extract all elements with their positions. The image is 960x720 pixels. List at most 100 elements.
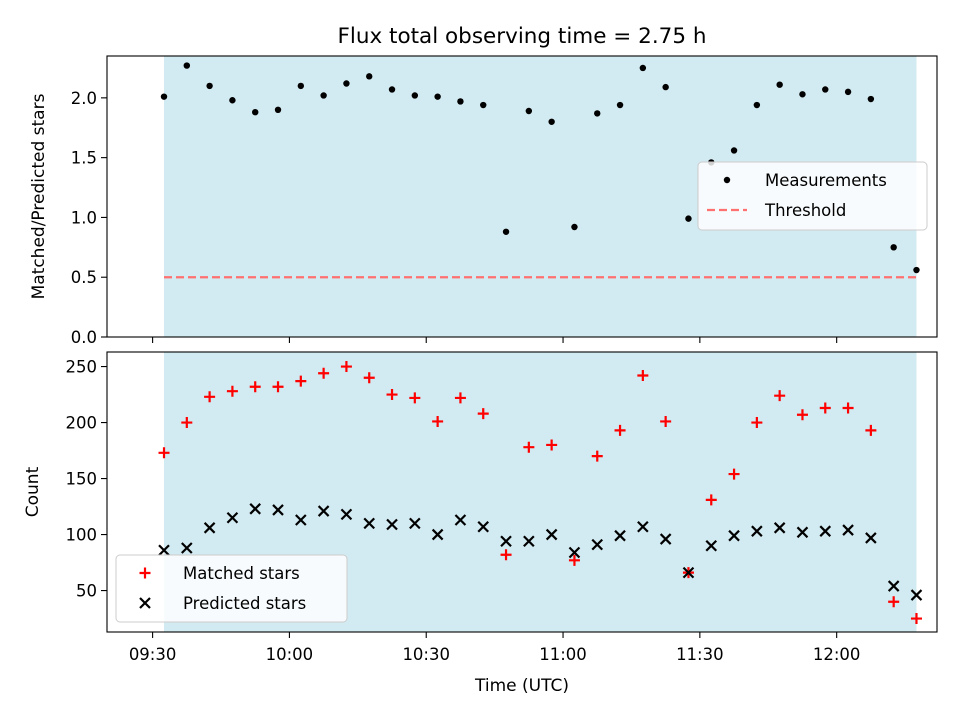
predicted-star-point	[614, 529, 626, 542]
legend-threshold-label: Threshold	[764, 201, 846, 220]
matched-star-point	[637, 370, 649, 382]
measurement-point	[913, 266, 920, 274]
y-tick-label: 100	[66, 526, 98, 545]
measurement-point	[753, 101, 761, 109]
matched-star-point	[591, 450, 603, 462]
predicted-star-point	[887, 580, 900, 592]
matched-star-point	[842, 402, 854, 414]
matched-star-point	[888, 596, 900, 608]
predicted-star-point	[910, 589, 923, 601]
matched-star-point	[614, 424, 626, 436]
predicted-star-point	[751, 525, 763, 537]
measurement-point	[206, 82, 213, 90]
x-tick-label: 11:30	[676, 645, 724, 664]
measurement-point	[160, 93, 168, 100]
legend-box	[697, 161, 928, 231]
matched-star-point	[386, 389, 398, 401]
measurement-point	[730, 147, 738, 154]
predicted-star-point	[523, 535, 535, 548]
matched-star-point	[728, 468, 740, 480]
x-tick-label: 10:00	[266, 645, 314, 664]
measurement-point	[457, 98, 464, 105]
legend-matched-marker	[139, 567, 151, 579]
matched-star-point	[295, 375, 307, 387]
predicted-star-point	[796, 526, 809, 539]
x-tick-label: 09:30	[129, 645, 177, 664]
bottom-panel: 50 100 150 200 250 09:30 10:00 10:30 11:00 11:30 1…	[23, 351, 938, 664]
predicted-star-point	[477, 520, 490, 533]
matched-star-point	[158, 447, 170, 459]
measurement-point	[229, 97, 236, 104]
matched-star-point	[751, 417, 763, 429]
predicted-star-point	[158, 544, 170, 557]
y-tick-label: 1.0	[71, 208, 97, 227]
measurement-point	[252, 109, 259, 116]
y-axis-label: Matched/Predicted stars	[29, 93, 49, 299]
measurement-point	[639, 64, 647, 72]
measurement-point	[867, 95, 875, 103]
x-tick-label: 11:00	[539, 645, 587, 664]
predicted-star-point	[728, 529, 740, 542]
predicted-star-point	[568, 546, 581, 559]
legend-measurements-label: Measurements	[765, 171, 887, 190]
y-tick-label: 200	[66, 414, 98, 433]
plot-frame	[106, 351, 938, 633]
x-tick-label: 12:00	[813, 645, 861, 664]
legend-predicted-label: Predicted stars	[183, 594, 306, 613]
legend-predicted-marker	[139, 597, 151, 609]
measurement-point	[525, 107, 533, 115]
measurement-point	[844, 88, 852, 96]
matched-star-point	[500, 549, 512, 561]
predicted-star-point	[386, 518, 398, 531]
matched-star-point	[910, 613, 922, 625]
predicted-star-point	[500, 535, 512, 548]
measurement-point	[594, 110, 601, 117]
matched-star-point	[181, 417, 193, 429]
y-tick-label: 150	[66, 470, 98, 489]
matched-star-point	[409, 392, 421, 404]
measurement-point	[502, 228, 510, 235]
measurement-point	[662, 83, 669, 91]
matched-star-point	[340, 361, 352, 373]
measurement-point	[320, 92, 327, 99]
measurement-point	[685, 215, 692, 222]
predicted-star-point	[295, 514, 307, 526]
predicted-star-point	[637, 520, 649, 533]
y-tick-label: 250	[66, 358, 98, 377]
matched-star-point	[865, 424, 877, 436]
matched-star-point	[226, 385, 238, 397]
predicted-star-point	[431, 528, 444, 541]
measurement-point	[571, 223, 578, 231]
matched-star-point	[546, 439, 558, 451]
predicted-star-point	[249, 503, 261, 515]
measurement-point	[616, 101, 624, 109]
matched-star-point	[796, 409, 808, 421]
measurement-point	[274, 106, 282, 114]
predicted-star-point	[317, 505, 330, 517]
matched-star-point	[249, 381, 261, 393]
matched-star-point	[272, 381, 284, 393]
measurement-point	[890, 244, 897, 251]
predicted-star-point	[226, 511, 239, 524]
measurement-point	[183, 62, 191, 69]
x-tick-label: 10:30	[402, 645, 450, 664]
top-panel: 0.0 0.5 1.0 1.5 2.0 Matched/Predicted stars Me…	[29, 55, 938, 347]
plot-frame	[106, 55, 938, 338]
predicted-star-point	[842, 524, 854, 536]
predicted-star-point	[203, 522, 216, 534]
measurement-point	[388, 86, 396, 93]
predicted-star-point	[340, 508, 353, 521]
predicted-star-point	[545, 528, 558, 541]
matched-star-point	[454, 392, 466, 404]
matched-star-point	[363, 372, 375, 384]
y-tick-label: 1.5	[71, 149, 97, 168]
matched-star-point	[204, 391, 216, 403]
predicted-star-point	[454, 514, 467, 526]
measurement-point	[548, 118, 555, 125]
matched-star-point	[568, 554, 580, 566]
predicted-star-point	[272, 504, 284, 516]
predicted-star-point	[363, 517, 376, 530]
predicted-star-point	[865, 532, 877, 544]
matched-star-point	[432, 415, 444, 427]
